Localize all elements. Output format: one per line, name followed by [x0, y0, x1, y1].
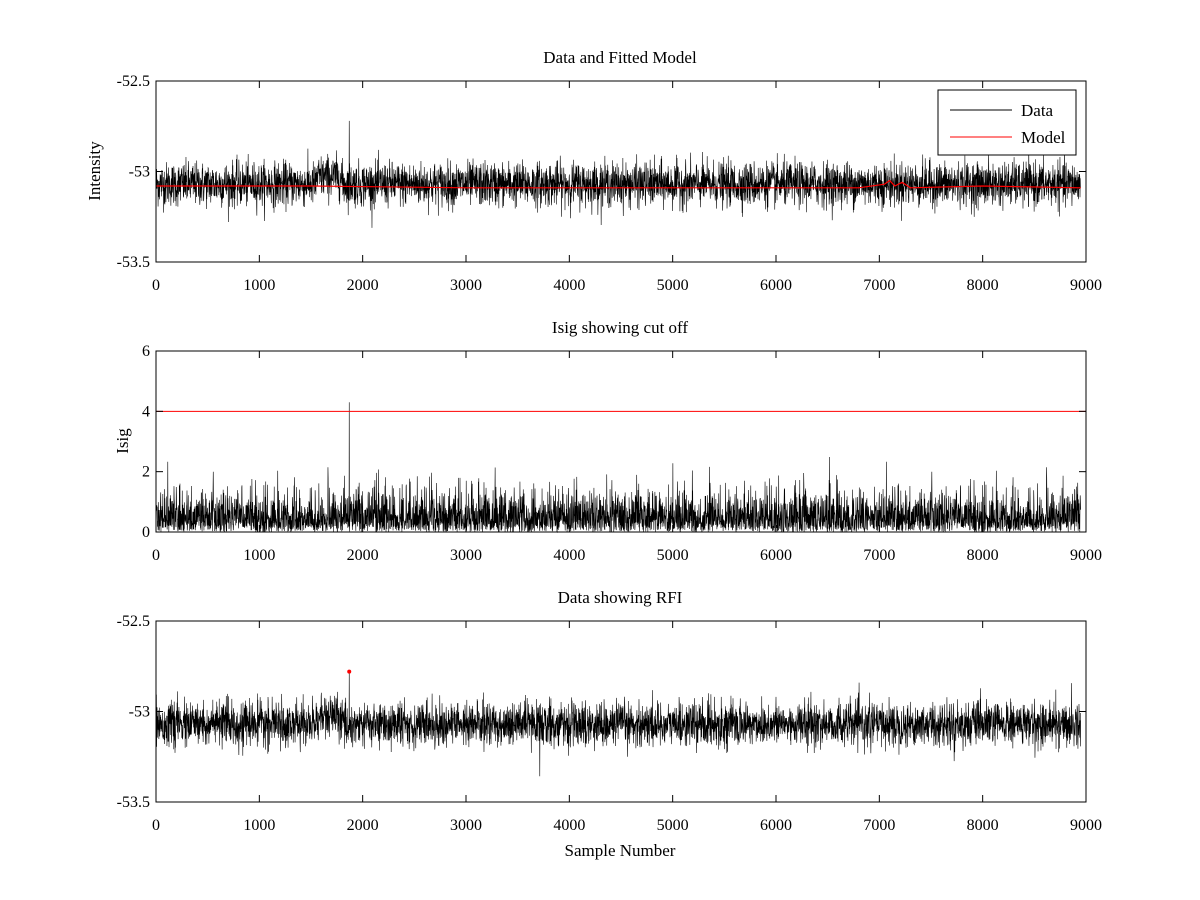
panel2-x-ticks: 0 1000 2000 3000 4000 5000 6000 7000 8000 9000	[152, 351, 1102, 564]
x-tick-label: 5000	[657, 817, 689, 834]
panel1-y-ticks: -52.5 -53 -53.5	[117, 73, 1086, 271]
x-tick-label: 2000	[347, 817, 379, 834]
model-line	[156, 179, 1081, 189]
x-tick-label: 4000	[553, 277, 585, 294]
panel2-title: Isig showing cut off	[552, 318, 688, 337]
panel3-x-ticks: 0 1000 2000 3000 4000 5000 6000 7000 8000 9000	[152, 621, 1102, 834]
panel2-axes-box	[155, 350, 1087, 533]
panel3-data-series	[155, 671, 1081, 777]
x-tick-label: 8000	[967, 277, 999, 294]
panel1-model-series	[156, 179, 1081, 189]
panel1-title: Data and Fitted Model	[543, 48, 697, 67]
series-line	[155, 671, 1081, 777]
legend-model-label: Model	[1021, 128, 1066, 147]
panel3-title: Data showing RFI	[558, 588, 683, 607]
panel1-x-ticks: 0 1000 2000 3000 4000 5000 6000 7000 8000 9000	[152, 81, 1102, 294]
panel3-x-label: Sample Number	[565, 841, 676, 860]
x-tick-label: 0	[152, 547, 160, 564]
x-tick-label: 0	[152, 277, 160, 294]
x-tick-label: 5000	[657, 277, 689, 294]
x-tick-label: 9000	[1070, 817, 1102, 834]
panel3-y-ticks: -52.5 -53 -53.5	[117, 613, 1086, 811]
x-tick-label: 4000	[553, 547, 585, 564]
series-line	[155, 120, 1081, 228]
panel-rfi: Data showing RFI 0 1000 2000 3000 4000 5000 60…	[117, 588, 1102, 860]
legend-box	[937, 89, 1077, 156]
panel2-isig-series	[155, 402, 1081, 534]
panel-data-model: Data and Fitted Model 0 1000 2000 3000 4000 5…	[85, 48, 1102, 294]
panel1-legend: Data Model	[937, 89, 1077, 156]
x-tick-label: 3000	[450, 817, 482, 834]
panel2-y-ticks: 6 4 2 0	[142, 343, 1086, 541]
x-tick-label: 1000	[243, 817, 275, 834]
y-tick-label: 6	[142, 343, 150, 360]
y-tick-label: -53.5	[117, 794, 150, 811]
panel-isig: Isig showing cut off 0 1000 2000 3000 4000 50…	[113, 318, 1102, 564]
x-tick-label: 7000	[863, 277, 895, 294]
x-tick-label: 2000	[347, 547, 379, 564]
series-line	[155, 402, 1081, 534]
x-tick-label: 7000	[863, 817, 895, 834]
legend-data-label: Data	[1021, 101, 1054, 120]
x-tick-label: 3000	[450, 547, 482, 564]
panel2-y-label: Isig	[113, 428, 132, 454]
x-tick-label: 3000	[450, 277, 482, 294]
x-tick-label: 7000	[863, 547, 895, 564]
y-tick-label: -52.5	[117, 73, 150, 90]
x-tick-label: 9000	[1070, 547, 1102, 564]
y-tick-label: -53	[129, 704, 150, 721]
x-tick-label: 0	[152, 817, 160, 834]
x-tick-label: 6000	[760, 277, 792, 294]
x-tick-label: 1000	[243, 277, 275, 294]
x-tick-label: 8000	[967, 547, 999, 564]
rfi-marker	[347, 669, 352, 674]
y-tick-label: -53	[129, 164, 150, 181]
y-tick-label: -53.5	[117, 254, 150, 271]
x-tick-label: 1000	[243, 547, 275, 564]
y-tick-label: 0	[142, 524, 150, 541]
panel1-y-label: Intensity	[85, 141, 104, 201]
panel1-data-series	[155, 120, 1081, 228]
x-tick-label: 6000	[760, 817, 792, 834]
x-tick-label: 2000	[347, 277, 379, 294]
y-tick-label: 2	[142, 464, 150, 481]
panel3-rfi-markers	[347, 669, 352, 674]
x-tick-label: 4000	[553, 817, 585, 834]
y-tick-label: -52.5	[117, 613, 150, 630]
x-tick-label: 8000	[967, 817, 999, 834]
y-tick-label: 4	[142, 403, 150, 420]
x-tick-label: 9000	[1070, 277, 1102, 294]
x-tick-label: 6000	[760, 547, 792, 564]
x-tick-label: 5000	[657, 547, 689, 564]
